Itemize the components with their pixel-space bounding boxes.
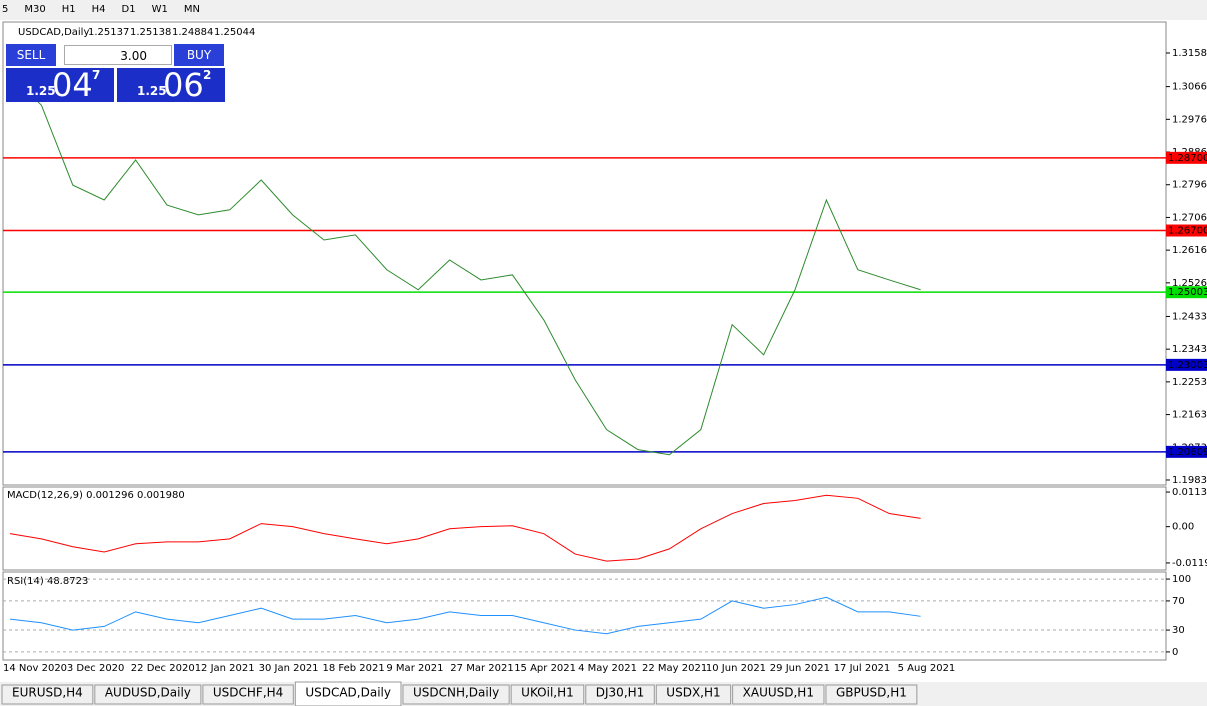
timeframe-button[interactable]: 5 <box>2 4 8 15</box>
price-tick-label: 1.27060 <box>1172 212 1207 223</box>
tab[interactable] <box>402 684 510 705</box>
ohlc-value: 1.25044 <box>214 27 255 38</box>
level-label-bg <box>1166 224 1207 237</box>
price-tick-label: 70 <box>1172 596 1185 607</box>
date-label: 17 Jul 2021 <box>834 663 891 674</box>
level-label-bg <box>1166 286 1207 299</box>
level-label-bg <box>1166 358 1207 371</box>
tab[interactable] <box>202 684 294 705</box>
bid-quote: 1.25 04 7 <box>6 66 114 104</box>
chart-symbol: USDCAD,Daily <box>18 27 89 38</box>
tab[interactable] <box>294 681 402 706</box>
bid-big: 1.25 <box>26 84 56 98</box>
tab-label[interactable]: USDCHF,H4 <box>213 686 283 700</box>
tab[interactable] <box>655 684 732 705</box>
price-tick-label: 1.29760 <box>1172 114 1207 125</box>
date-label: 22 Dec 2020 <box>131 663 195 674</box>
bid-pips: 04 <box>52 66 93 104</box>
trade-panel: SELL 3.00 BUY 1.25 04 7 1.25 06 2 <box>6 44 225 104</box>
price-tick-label: 1.27960 <box>1172 180 1207 191</box>
price-tick-label: 30 <box>1172 625 1185 636</box>
volume-input[interactable]: 3.00 <box>64 45 172 65</box>
ohlc-value: 1.25138 <box>130 27 171 38</box>
price-tick-label: 1.23435 <box>1172 344 1207 355</box>
series-line <box>9 74 921 456</box>
price-tick-label: 100 <box>1172 574 1191 585</box>
price-tick-label: 1.31585 <box>1172 48 1207 59</box>
macd-pane <box>2 486 1167 571</box>
date-label: 22 May 2021 <box>642 663 707 674</box>
date-label: 30 Jan 2021 <box>259 663 319 674</box>
price-tick-label: 0.00 <box>1172 522 1194 533</box>
price-tick-label: 1.26160 <box>1172 245 1207 256</box>
tab-label[interactable]: USDX,H1 <box>666 686 720 700</box>
tab[interactable] <box>825 684 918 705</box>
ask-big: 1.25 <box>137 84 167 98</box>
tab-label[interactable]: XAUUSD,H1 <box>743 686 814 700</box>
tab-label[interactable]: AUDUSD,Daily <box>105 686 191 700</box>
date-label: 10 Jun 2021 <box>706 663 766 674</box>
timeframe-button[interactable]: H1 <box>62 4 76 15</box>
level-label-bg <box>1166 445 1207 458</box>
date-label: 3 Dec 2020 <box>67 663 125 674</box>
date-label: 9 Mar 2021 <box>386 663 443 674</box>
main-pane <box>2 21 1167 486</box>
tab-label[interactable]: USDCAD,Daily <box>305 686 391 700</box>
level-label: 1.26700 <box>1168 226 1207 237</box>
level-label: 1.20609 <box>1168 447 1207 458</box>
ohlc-value: 1.24884 <box>172 27 213 38</box>
level-label: 1.23003 <box>1168 360 1207 371</box>
date-label: 15 Apr 2021 <box>514 663 576 674</box>
macd-label: MACD(12,26,9) 0.001296 0.001980 <box>7 490 185 501</box>
date-label: 27 Mar 2021 <box>450 663 513 674</box>
date-label: 5 Aug 2021 <box>898 663 956 674</box>
date-label: 29 Jun 2021 <box>770 663 830 674</box>
timeframe-button[interactable]: M30 <box>24 4 45 15</box>
price-tick-label: 1.30660 <box>1172 82 1207 93</box>
timeframe-button[interactable]: W1 <box>152 4 168 15</box>
price-tick-label: 0.01135 <box>1172 487 1207 498</box>
price-tick-label: 1.24335 <box>1172 311 1207 322</box>
tab[interactable] <box>1 684 94 705</box>
ohlc-value: 1.25137 <box>88 27 129 38</box>
level-label: 1.25003 <box>1168 287 1207 298</box>
date-label: 4 May 2021 <box>578 663 637 674</box>
price-tick-label: 1.22535 <box>1172 377 1207 388</box>
rsi-pane <box>2 571 1167 661</box>
ask-quote: 1.25 06 2 <box>117 66 225 104</box>
price-tick-label: 1.21635 <box>1172 410 1207 421</box>
tab-label[interactable]: DJ30,H1 <box>596 686 645 700</box>
timeframe-button[interactable]: MN <box>184 4 200 15</box>
price-tick-label: -0.01190 <box>1172 558 1207 569</box>
tab[interactable] <box>94 684 202 705</box>
date-label: 18 Feb 2021 <box>323 663 385 674</box>
price-tick-label: 1.19835 <box>1172 475 1207 486</box>
tab-label[interactable]: EURUSD,H4 <box>12 686 83 700</box>
timeframe-button[interactable]: H4 <box>92 4 106 15</box>
price-tick-label: 0 <box>1172 647 1178 658</box>
tab[interactable] <box>510 684 585 705</box>
price-tick-label: 1.25260 <box>1172 278 1207 289</box>
tab-label[interactable]: USDCNH,Daily <box>413 686 499 700</box>
tab[interactable] <box>585 684 655 705</box>
tab-label[interactable]: GBPUSD,H1 <box>836 686 907 700</box>
series-line <box>9 596 921 635</box>
sell-button[interactable]: SELL <box>6 44 56 66</box>
date-label: 14 Nov 2020 <box>3 663 67 674</box>
date-label: 12 Jan 2021 <box>195 663 255 674</box>
ask-point: 2 <box>203 68 212 82</box>
level-label: 1.28700 <box>1168 153 1207 164</box>
timeframe-button[interactable]: D1 <box>122 4 136 15</box>
buy-button[interactable]: BUY <box>174 44 224 66</box>
tab-label[interactable]: UKOil,H1 <box>521 686 574 700</box>
bid-point: 7 <box>92 68 101 82</box>
rsi-label: RSI(14) 48.8723 <box>7 576 88 587</box>
ask-pips: 06 <box>163 66 204 104</box>
level-label-bg <box>1166 151 1207 164</box>
tab[interactable] <box>732 684 825 705</box>
toolbar <box>0 0 1207 20</box>
series-line <box>9 494 921 562</box>
